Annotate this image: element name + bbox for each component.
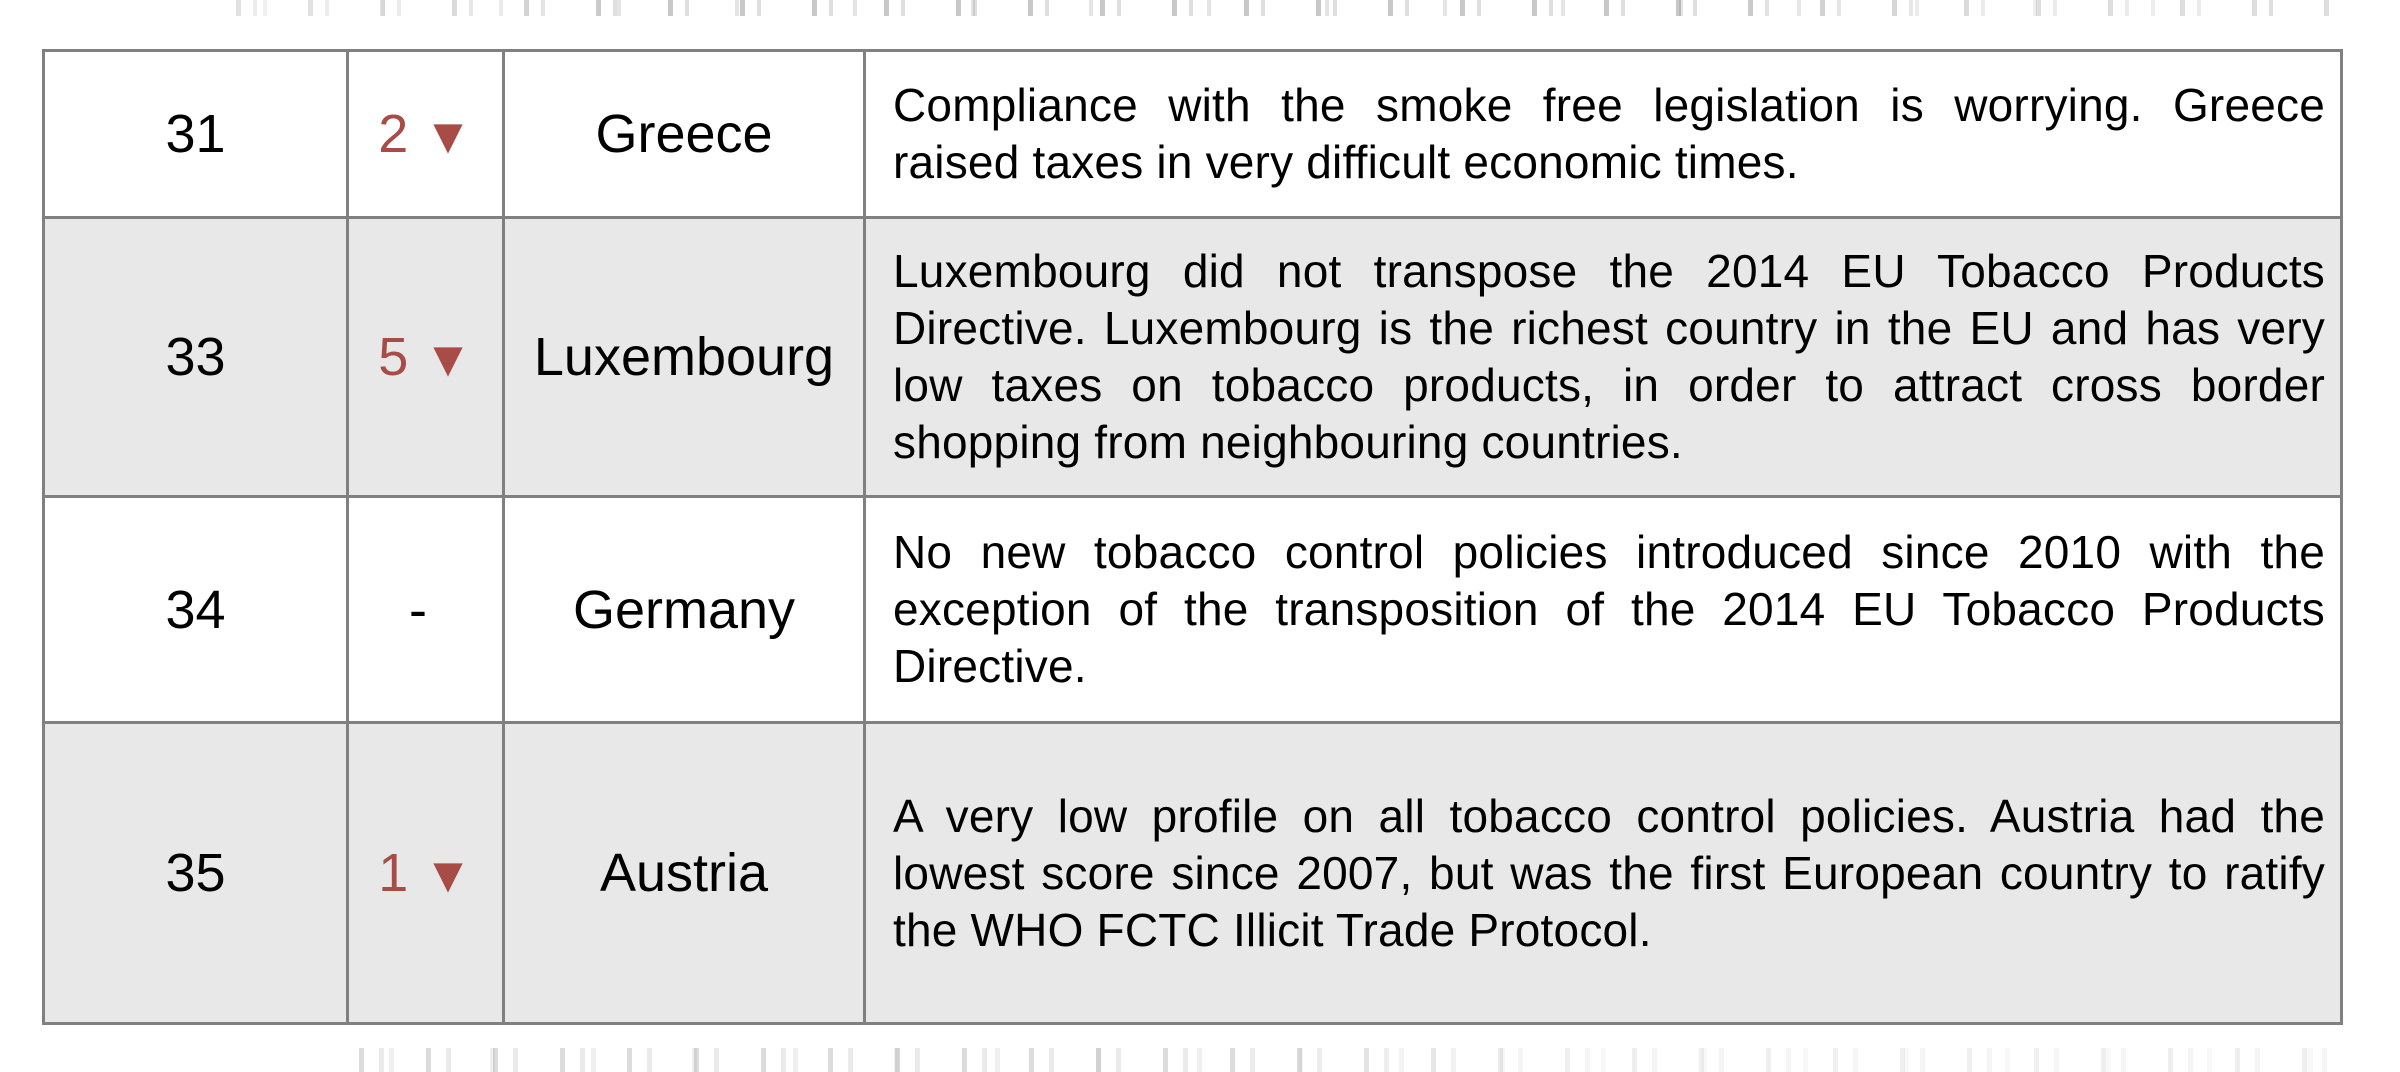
table-row: 33 5 ▼ Luxembourg Luxembourg did not tra… xyxy=(42,216,2343,498)
comment-cell: No new tobacco control policies introduc… xyxy=(863,495,2343,724)
rank-value: 35 xyxy=(165,843,226,903)
rank-change-cell: 2 ▼ xyxy=(346,49,505,219)
rank-change-cell: 1 ▼ xyxy=(346,721,505,1025)
down-triangle-icon: ▼ xyxy=(423,108,473,164)
table-row: 31 2 ▼ Greece Compliance with the smoke … xyxy=(42,49,2343,219)
country-cell: Austria xyxy=(502,721,866,1025)
country-name: Luxembourg xyxy=(533,327,835,387)
rank-change: - xyxy=(351,579,501,641)
change-value: - xyxy=(409,579,427,640)
comment-cell: Compliance with the smoke free legislati… xyxy=(863,49,2343,219)
country-cell: Luxembourg xyxy=(502,216,866,498)
country-name: Greece xyxy=(595,104,773,164)
rank-change-cell: 5 ▼ xyxy=(346,216,505,498)
country-name: Austria xyxy=(599,843,769,903)
country-ranking-table: 31 2 ▼ Greece Compliance with the smoke … xyxy=(42,49,2343,1025)
clipped-text-fragments-bottom xyxy=(340,1048,2340,1072)
rank-value: 33 xyxy=(165,327,226,387)
country-cell: Germany xyxy=(502,495,866,724)
rank-cell: 31 xyxy=(42,49,349,219)
rank-value: 34 xyxy=(165,579,226,640)
table-row: 34 - Germany No new tobacco control poli… xyxy=(42,495,2343,724)
down-triangle-icon: ▼ xyxy=(423,331,473,387)
clipped-text-fragments-top xyxy=(210,0,2340,16)
comment-cell: Luxembourg did not transpose the 2014 EU… xyxy=(863,216,2343,498)
change-value: 2 xyxy=(378,104,409,164)
change-value: 1 xyxy=(378,843,409,903)
comment-text: Luxembourg did not transpose the 2014 EU… xyxy=(893,245,2325,468)
rank-change-cell: - xyxy=(346,495,505,724)
rank-cell: 34 xyxy=(42,495,349,724)
down-triangle-icon: ▼ xyxy=(423,847,473,903)
change-value: 5 xyxy=(378,327,409,387)
comment-text: Compliance with the smoke free legislati… xyxy=(893,79,2325,188)
country-name: Germany xyxy=(572,579,796,640)
country-cell: Greece xyxy=(502,49,866,219)
rank-change: 5 ▼ xyxy=(351,326,501,388)
rank-cell: 33 xyxy=(42,216,349,498)
comment-text: No new tobacco control policies introduc… xyxy=(893,526,2325,692)
table-row: 35 1 ▼ Austria A very low profile on all… xyxy=(42,721,2343,1025)
rank-change: 2 ▼ xyxy=(351,103,501,165)
rank-change: 1 ▼ xyxy=(351,842,501,904)
comment-cell: A very low profile on all tobacco contro… xyxy=(863,721,2343,1025)
rank-cell: 35 xyxy=(42,721,349,1025)
comment-text: A very low profile on all tobacco contro… xyxy=(893,789,2325,956)
rank-value: 31 xyxy=(165,104,226,164)
